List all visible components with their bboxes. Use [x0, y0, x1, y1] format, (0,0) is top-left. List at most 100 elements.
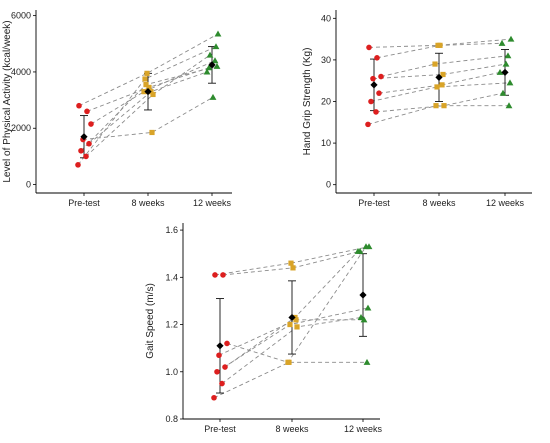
data-point-pre-test [75, 162, 81, 168]
y-tick-label: 0.8 [165, 414, 178, 424]
subject-line [80, 65, 218, 152]
mean-marker [288, 313, 296, 322]
y-tick-label: 6000 [11, 11, 31, 21]
data-point-8-weeks [288, 260, 294, 266]
data-point-pre-test [376, 90, 382, 96]
data-point-8-weeks [285, 359, 291, 365]
y-tick-label: 0 [326, 180, 331, 190]
data-point-12-weeks [506, 79, 514, 86]
data-point-12-weeks [211, 57, 219, 64]
mean-marker [80, 133, 88, 141]
data-point-12-weeks [498, 39, 506, 46]
mean-marker [359, 291, 367, 299]
data-point-pre-test [76, 102, 82, 109]
data-point-12-weeks [203, 68, 211, 75]
x-tick-label: Pre-test [358, 198, 390, 208]
x-tick-label: Pre-test [204, 424, 236, 434]
data-point-pre-test [368, 98, 374, 105]
data-point-12-weeks [363, 358, 371, 365]
subject-line [226, 246, 367, 363]
x-tick-label: 12 weeks [486, 198, 525, 208]
subject-line [370, 82, 511, 102]
data-point-pre-test [78, 147, 84, 154]
data-point-12-weeks [502, 60, 510, 67]
data-point-pre-test [220, 272, 226, 278]
y-tick-label: 1.2 [165, 320, 178, 330]
y-tick-label: 1.0 [165, 367, 178, 377]
data-point-12-weeks [357, 314, 365, 321]
data-point-8-weeks [149, 129, 155, 136]
data-point-12-weeks [507, 35, 515, 42]
data-point-8-weeks [143, 82, 149, 88]
x-tick-label: 8 weeks [131, 198, 165, 208]
data-point-pre-test [365, 121, 371, 128]
y-tick-label: 20 [321, 97, 331, 107]
data-point-12-weeks [212, 43, 220, 50]
data-point-pre-test [366, 44, 372, 51]
subject-line [82, 96, 214, 140]
y-tick-label: 2000 [11, 123, 31, 133]
y-axis-label: Hand Grip Strength (Kg) [302, 48, 313, 156]
subject-line [368, 38, 512, 48]
x-tick-label: 8 weeks [275, 424, 309, 434]
data-point-8-weeks [142, 76, 148, 82]
data-point-12-weeks [505, 102, 513, 109]
panel-physical-activity: 0 2000 4000 6000 Pre-test 8 weeks 12 weeks Leve… [2, 10, 232, 208]
y-axis-label: Level of Physical Activity (kcal/week) [2, 20, 13, 182]
data-point-pre-test [373, 109, 379, 115]
mean-marker [435, 73, 443, 81]
data-point-pre-test [370, 75, 376, 82]
data-point-pre-test [219, 380, 225, 387]
data-point-8-weeks [290, 265, 296, 271]
mean-marker [216, 342, 224, 350]
y-tick-label: 1.4 [165, 272, 178, 282]
data-point-pre-test [214, 368, 220, 375]
data-point-8-weeks [440, 71, 446, 78]
data-point-8-weeks [294, 324, 300, 330]
data-point-pre-test [84, 108, 90, 115]
x-tick-label: 8 weeks [422, 198, 456, 208]
panel-gait-speed: 0.8 1.0 1.2 1.4 1.6 Pre-test 8 weeks 12 weeks Ga… [145, 223, 383, 434]
y-tick-label: 0 [26, 180, 31, 190]
data-point-8-weeks [441, 103, 447, 109]
data-point-pre-test [222, 364, 228, 370]
data-point-8-weeks [439, 82, 445, 88]
data-point-12-weeks [209, 93, 217, 100]
data-point-8-weeks [144, 70, 150, 76]
y-tick-label: 4000 [11, 67, 31, 77]
data-point-12-weeks [365, 243, 373, 250]
y-tick-label: 1.6 [165, 225, 178, 235]
data-point-8-weeks [432, 61, 438, 67]
mean-marker [208, 61, 216, 69]
subject-line [78, 33, 219, 107]
data-point-pre-test [374, 55, 380, 61]
data-point-8-weeks [435, 42, 441, 48]
subject-line [221, 317, 362, 384]
subject-line [90, 60, 216, 125]
x-tick-label: Pre-test [68, 198, 100, 208]
data-point-8-weeks [141, 89, 147, 95]
data-point-8-weeks [287, 321, 293, 328]
subject-line [213, 361, 367, 399]
data-point-pre-test [86, 140, 92, 147]
data-point-pre-test [378, 73, 384, 80]
x-tick-label: 12 weeks [344, 424, 383, 434]
data-point-12-weeks [206, 51, 214, 58]
y-tick-label: 30 [321, 55, 331, 65]
data-point-pre-test [216, 352, 222, 359]
x-tick-label: 12 weeks [193, 198, 232, 208]
y-axis-label: Gait Speed (m/s) [145, 283, 156, 359]
mean-marker [501, 68, 509, 76]
data-point-8-weeks [434, 84, 440, 90]
data-point-pre-test [211, 394, 217, 401]
subject-line [375, 92, 504, 113]
data-point-12-weeks [214, 30, 222, 37]
y-tick-label: 10 [321, 138, 331, 148]
data-point-12-weeks [504, 52, 512, 59]
data-point-8-weeks [150, 91, 156, 98]
data-point-12-weeks [356, 247, 364, 254]
data-point-pre-test [224, 340, 230, 347]
data-point-12-weeks [360, 316, 368, 323]
data-point-12-weeks [364, 304, 372, 311]
